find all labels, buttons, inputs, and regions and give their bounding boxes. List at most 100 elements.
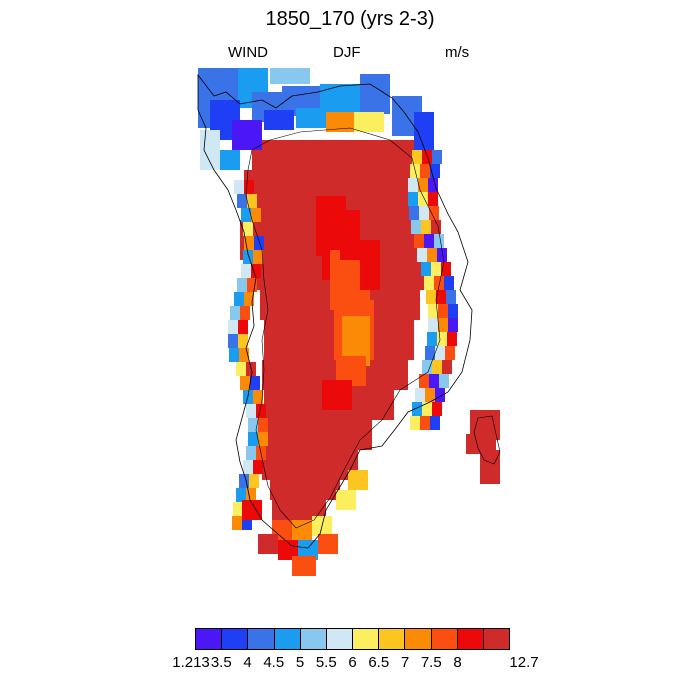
- map-cell: [241, 208, 251, 222]
- map-cell: [354, 112, 384, 132]
- map-cell: [435, 346, 445, 360]
- coastline-outline: [197, 73, 473, 549]
- map-cell: [441, 262, 451, 276]
- colorbar: [195, 628, 510, 650]
- map-cell: [421, 262, 431, 276]
- colorbar-tick-label: 4: [243, 654, 252, 671]
- map-cell: [248, 432, 258, 446]
- map-cell: [247, 278, 257, 292]
- map-cell: [340, 210, 360, 260]
- map-cell: [233, 502, 243, 516]
- map-cell: [432, 360, 442, 374]
- map-cell: [418, 192, 428, 206]
- map-cell: [436, 290, 446, 304]
- map-cell: [258, 432, 268, 446]
- units-label: m/s: [445, 44, 470, 61]
- map-cell: [292, 556, 316, 576]
- colorbar-box: [196, 629, 223, 649]
- map-cell: [254, 236, 264, 250]
- map-cell: [238, 334, 248, 348]
- map-cell: [246, 488, 256, 502]
- variable-label: WIND: [228, 44, 268, 61]
- map-cell: [264, 110, 294, 130]
- map-cell: [262, 420, 372, 450]
- coastline-island: [473, 415, 501, 465]
- map-cell: [251, 208, 261, 222]
- map-cell: [445, 346, 455, 360]
- map-cell: [427, 248, 437, 262]
- map-cell: [240, 376, 250, 390]
- colorbar-box: [300, 629, 327, 649]
- map-cell: [414, 234, 424, 248]
- colorbar-tick-label: 3.5: [210, 654, 232, 671]
- colorbar-tick-label: 7.5: [420, 654, 442, 671]
- map-cell: [229, 348, 239, 362]
- map-cell: [439, 374, 449, 388]
- map-cell: [322, 380, 352, 410]
- map-cell: [448, 304, 458, 318]
- colorbar-tick-label: 6: [348, 654, 357, 671]
- map-cell: [262, 450, 358, 480]
- map-cell: [318, 534, 338, 554]
- map-cell: [326, 112, 356, 132]
- map-cell: [246, 404, 256, 418]
- colorbar-box: [353, 629, 380, 649]
- map-cell: [298, 540, 318, 560]
- colorbar-tick-label: 5.5: [315, 654, 337, 671]
- map-cell: [243, 460, 253, 474]
- map-cell: [236, 362, 246, 376]
- map-cell: [240, 306, 250, 320]
- map-cell: [428, 318, 438, 332]
- map-cell: [425, 346, 435, 360]
- colorbar-box: [457, 629, 484, 649]
- map-cell: [448, 318, 458, 332]
- map-cell: [421, 220, 431, 234]
- map-cell: [241, 264, 251, 278]
- map-cell: [253, 222, 263, 236]
- map-cell: [237, 194, 247, 208]
- map-cell: [249, 474, 259, 488]
- map-cell: [432, 150, 442, 164]
- map-cell: [412, 402, 422, 416]
- map-cell: [432, 402, 442, 416]
- map-cell: [242, 516, 252, 530]
- map-cell: [253, 460, 263, 474]
- map-cell: [410, 416, 420, 430]
- map-cell: [232, 120, 262, 150]
- map-cell: [434, 276, 444, 290]
- map-cell: [242, 500, 262, 520]
- coastline-inner: [245, 127, 445, 529]
- map-cell: [348, 470, 368, 490]
- map-cell: [228, 334, 238, 348]
- map-cell: [428, 192, 438, 206]
- map-cell: [409, 206, 419, 220]
- plot-title: 1850_170 (yrs 2-3): [265, 8, 435, 30]
- colorbar-box: [405, 629, 432, 649]
- map-cell: [424, 234, 434, 248]
- map-cell: [239, 474, 249, 488]
- map-cell: [429, 374, 439, 388]
- map-cell: [444, 276, 454, 290]
- map-cell: [420, 164, 430, 178]
- map-cell: [446, 290, 456, 304]
- map-cell: [247, 194, 257, 208]
- map-cell: [244, 180, 254, 194]
- map-cell: [408, 178, 418, 192]
- map-cell: [411, 220, 421, 234]
- map-cell: [230, 306, 240, 320]
- map-cell: [292, 520, 312, 540]
- map-cell: [442, 360, 452, 374]
- map-cell: [480, 450, 500, 484]
- map-cell: [437, 332, 447, 346]
- map-cell: [430, 164, 440, 178]
- map-cell: [408, 192, 418, 206]
- map-cell: [234, 180, 244, 194]
- map-cell: [253, 250, 263, 264]
- colorbar-box: [222, 629, 249, 649]
- map-cells: [198, 68, 500, 576]
- map-cell: [248, 418, 258, 432]
- map-cell: [234, 292, 244, 306]
- map-cell: [435, 388, 445, 402]
- map-cell: [428, 178, 438, 192]
